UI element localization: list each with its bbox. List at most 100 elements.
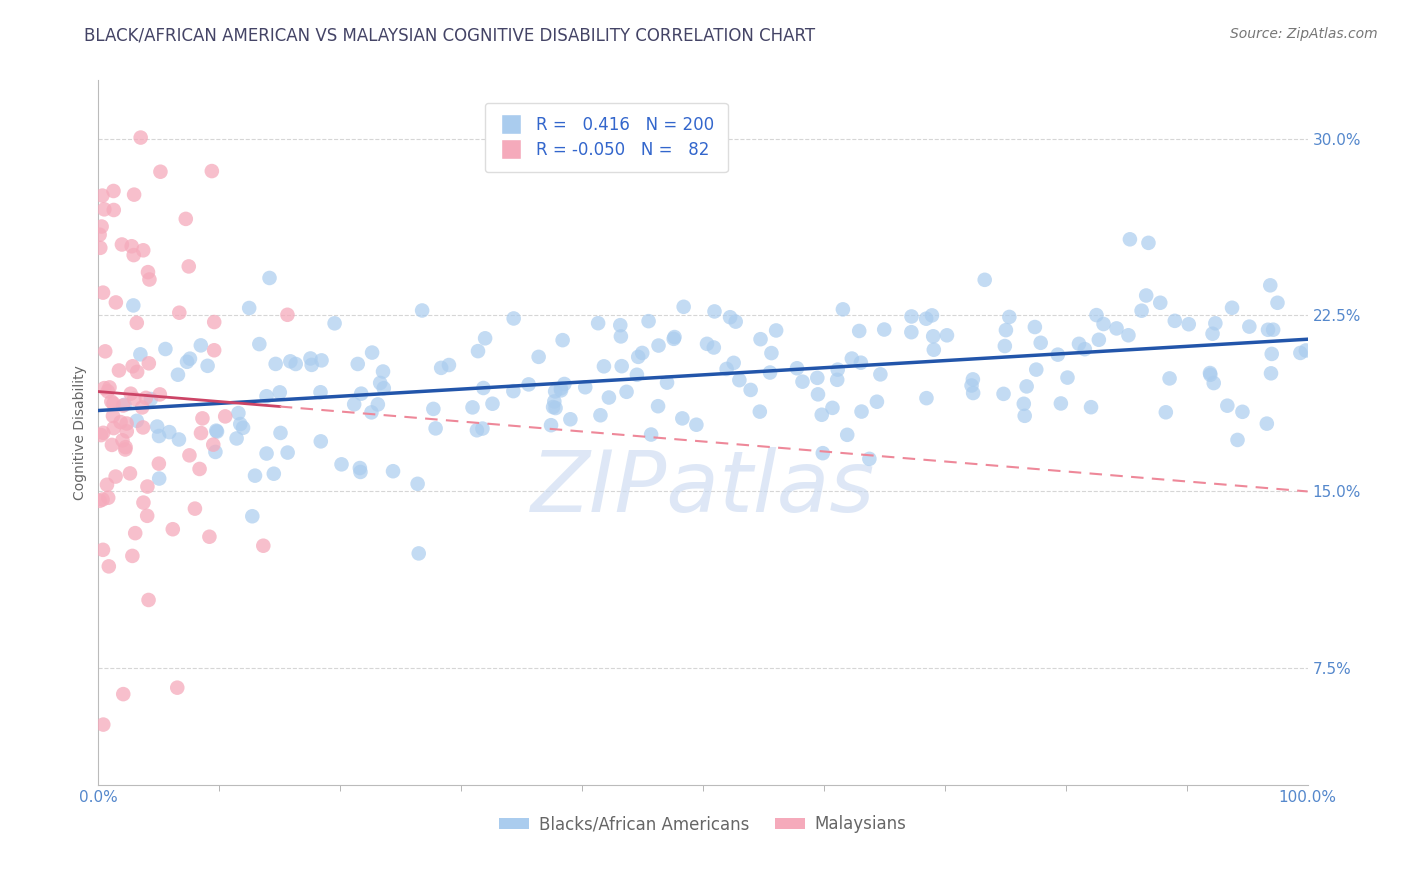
Point: [299, 351, 322, 366]
Point: [138, 272, 160, 286]
Point: [1046, 348, 1069, 362]
Point: [177, 260, 200, 274]
Point: [664, 330, 686, 344]
Point: [1239, 319, 1261, 334]
Text: BLACK/AFRICAN AMERICAN VS MALAYSIAN COGNITIVE DISABILITY CORRELATION CHART: BLACK/AFRICAN AMERICAN VS MALAYSIAN COGN…: [84, 27, 815, 45]
Point: [589, 409, 612, 423]
Point: [437, 358, 460, 372]
Point: [422, 401, 444, 416]
Point: [97, 384, 120, 399]
Point: [586, 316, 609, 330]
Point: [837, 427, 859, 442]
Point: [544, 401, 567, 415]
Point: [915, 311, 938, 326]
Legend: Blacks/African Americans, Malaysians: Blacks/African Americans, Malaysians: [492, 809, 914, 840]
Point: [1024, 320, 1046, 334]
Text: ZIPatlas: ZIPatlas: [531, 448, 875, 531]
Point: [252, 539, 274, 553]
Point: [1256, 417, 1278, 431]
Point: [631, 346, 654, 360]
Point: [91, 425, 114, 440]
Point: [232, 421, 254, 435]
Point: [132, 244, 155, 258]
Point: [411, 303, 433, 318]
Point: [973, 273, 995, 287]
Point: [349, 461, 371, 475]
Point: [671, 411, 693, 425]
Point: [806, 371, 828, 385]
Point: [1118, 328, 1140, 343]
Point: [866, 394, 889, 409]
Point: [149, 387, 172, 401]
Y-axis label: Cognitive Disability: Cognitive Disability: [73, 365, 87, 500]
Point: [269, 425, 291, 440]
Point: [461, 401, 484, 415]
Point: [132, 495, 155, 509]
Point: [1149, 295, 1171, 310]
Point: [810, 408, 832, 422]
Point: [121, 359, 143, 374]
Point: [205, 424, 228, 438]
Point: [90, 219, 112, 234]
Point: [202, 343, 225, 358]
Point: [138, 593, 160, 607]
Point: [1105, 321, 1128, 335]
Point: [1050, 396, 1073, 410]
Point: [406, 476, 429, 491]
Point: [94, 344, 117, 359]
Point: [91, 188, 114, 202]
Point: [122, 298, 145, 312]
Point: [640, 427, 662, 442]
Point: [474, 331, 496, 345]
Point: [103, 184, 125, 198]
Point: [858, 451, 880, 466]
Point: [550, 381, 572, 395]
Point: [792, 375, 814, 389]
Point: [104, 295, 127, 310]
Point: [108, 363, 131, 377]
Point: [1267, 295, 1289, 310]
Point: [101, 409, 124, 423]
Point: [610, 359, 633, 374]
Point: [1085, 308, 1108, 322]
Point: [718, 310, 741, 325]
Point: [703, 341, 725, 355]
Point: [472, 381, 495, 395]
Point: [471, 421, 494, 435]
Point: [827, 362, 849, 376]
Point: [502, 311, 524, 326]
Point: [269, 385, 291, 400]
Point: [100, 394, 122, 409]
Point: [114, 440, 136, 454]
Point: [162, 522, 184, 536]
Point: [148, 429, 170, 443]
Point: [382, 464, 405, 478]
Point: [184, 501, 207, 516]
Point: [346, 357, 368, 371]
Point: [1080, 400, 1102, 414]
Point: [1159, 371, 1181, 385]
Point: [1289, 346, 1312, 360]
Point: [1199, 368, 1222, 382]
Point: [998, 310, 1021, 324]
Point: [716, 362, 738, 376]
Point: [1177, 317, 1199, 331]
Point: [146, 419, 169, 434]
Point: [190, 338, 212, 352]
Point: [198, 530, 221, 544]
Point: [900, 325, 922, 339]
Point: [1056, 370, 1078, 384]
Point: [104, 469, 127, 483]
Point: [157, 425, 180, 439]
Point: [197, 359, 219, 373]
Point: [627, 350, 650, 364]
Point: [124, 392, 146, 406]
Point: [89, 227, 111, 242]
Point: [284, 357, 307, 371]
Point: [167, 368, 190, 382]
Point: [174, 211, 197, 226]
Point: [179, 351, 201, 366]
Point: [115, 417, 138, 431]
Point: [1201, 326, 1223, 341]
Point: [103, 202, 125, 217]
